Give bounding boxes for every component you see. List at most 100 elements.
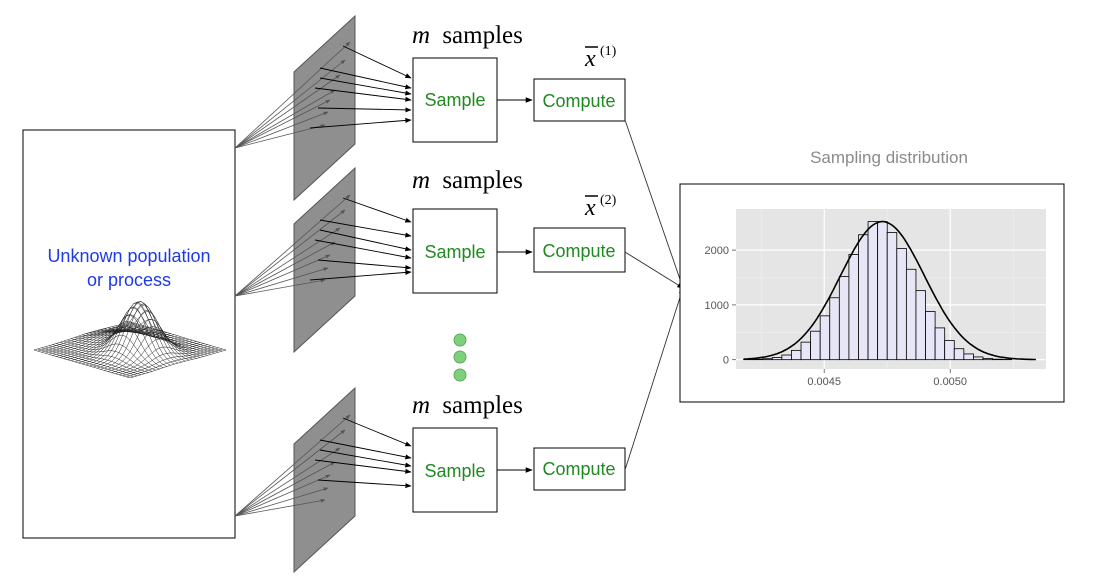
mesh-line	[129, 349, 227, 379]
population-to-panel-line	[234, 429, 346, 517]
mesh-line	[111, 338, 208, 373]
histogram-bar	[963, 353, 974, 361]
mesh-line	[89, 302, 186, 367]
row-1-compute-box	[533, 78, 626, 122]
mesh-line	[74, 306, 171, 366]
histogram-bar	[771, 357, 783, 361]
mesh-line	[59, 342, 156, 371]
histogram-bar	[829, 297, 840, 361]
compute-2-to-chart-arrow	[624, 251, 684, 289]
histogram-bar	[925, 311, 936, 361]
histogram-bar	[858, 234, 869, 361]
population-surface-icon	[33, 301, 227, 379]
sampling-fan-1	[234, 14, 412, 202]
population-to-panel-line	[234, 209, 346, 297]
mesh-line	[100, 309, 197, 370]
mesh-line	[70, 314, 168, 367]
sample-row-1: m samples Sample Compute x (1)	[412, 22, 626, 143]
histogram-bar	[905, 268, 917, 361]
population-label-line2: or process	[87, 270, 171, 290]
row-1-samples-var: m	[412, 22, 430, 49]
row-3-sample-label: Sample	[424, 461, 485, 481]
histogram-bar	[953, 348, 965, 361]
population-to-panel-line	[234, 487, 329, 517]
population-to-panel-line	[234, 474, 331, 517]
panel-to-sample-arrow	[317, 107, 412, 113]
histogram-bar	[944, 340, 955, 361]
population-to-panel-line	[234, 241, 336, 297]
row-1-sample-box	[412, 57, 498, 143]
histogram-bar	[781, 354, 792, 361]
histogram-bar	[973, 356, 984, 361]
mesh-line	[45, 346, 142, 375]
y-tick-label: 2000	[705, 245, 729, 257]
mesh-line	[33, 349, 131, 379]
panel-to-sample-arrow	[314, 459, 412, 474]
compute-3-to-chart-arrow	[624, 287, 684, 471]
population-to-panel-line	[234, 89, 336, 149]
row-3-sample-box	[412, 427, 498, 513]
mesh-line	[107, 329, 204, 372]
population-to-panel-line	[234, 111, 329, 149]
histogram-bar	[886, 232, 898, 361]
row-2-compute-box	[533, 227, 626, 273]
population-to-panel-line	[234, 278, 326, 297]
row-2-compute-label: Compute	[542, 241, 615, 261]
row-3-compute-box	[533, 447, 626, 491]
row-1-sample-label: Sample	[424, 90, 485, 110]
panel-to-sample-arrow	[317, 479, 412, 489]
slanted-sampling-panel	[293, 166, 356, 354]
mesh-line	[93, 301, 190, 368]
sampling-distribution-chart: 0 1000 2000 0.0045 0.0050	[705, 209, 1046, 388]
histogram-bar	[800, 341, 812, 361]
panel-to-sample-arrow	[319, 77, 412, 96]
histogram-bar	[838, 275, 850, 361]
population-to-panel-line	[234, 41, 351, 149]
row-2-samples-word: samples	[442, 167, 523, 194]
mesh-line	[37, 348, 134, 378]
mesh-line	[63, 334, 160, 370]
mesh-line	[104, 318, 201, 371]
panel-to-sample-arrow	[314, 87, 412, 102]
mesh-line	[41, 347, 138, 377]
mesh-line	[78, 301, 175, 365]
panel-to-sample-arrow	[319, 439, 412, 460]
mesh-line	[96, 303, 193, 369]
histogram-bar	[982, 358, 993, 361]
row-2-statistic-base: x	[584, 195, 596, 221]
mesh-line	[122, 347, 219, 377]
panel-to-sample-arrow	[342, 45, 412, 79]
row-3-samples-caption: m samples	[412, 392, 523, 419]
population-to-panel-line	[234, 461, 336, 517]
histogram-bar	[810, 330, 821, 361]
histogram-bar	[848, 254, 859, 361]
population-to-panel-line	[234, 414, 351, 517]
sample-row-2: m samples Sample Compute x (2)	[412, 167, 626, 294]
density-curve	[743, 220, 1036, 361]
histogram-bar	[762, 358, 773, 361]
histogram-bar	[915, 290, 926, 361]
row-2-statistic-superscript: (2)	[600, 193, 617, 208]
row-2-statistic: x (2)	[584, 193, 617, 221]
row-2-sample-label: Sample	[424, 242, 485, 262]
panel-to-sample-arrow	[309, 117, 412, 129]
population-to-panel-line	[234, 447, 341, 517]
converging-arrows	[624, 119, 684, 471]
histogram-bar	[791, 349, 802, 361]
y-tick-label: 1000	[705, 300, 729, 312]
population-to-panel-line	[234, 99, 331, 149]
row-1-statistic: x (1)	[584, 44, 617, 72]
chart-title: Sampling distribution	[810, 148, 968, 167]
panel-to-sample-arrow	[314, 239, 412, 260]
population-to-panel-line	[234, 194, 351, 297]
mesh-line	[126, 348, 223, 378]
y-tick-label: 0	[723, 355, 729, 367]
mesh-line	[56, 343, 153, 372]
row-3-samples-word: samples	[442, 392, 523, 419]
row-1-samples-caption: m samples	[412, 22, 523, 49]
sample-row-3: m samples Sample Compute	[412, 392, 626, 513]
population-to-panel-line	[234, 254, 331, 297]
panel-to-sample-arrow	[317, 259, 412, 271]
sampling-fan-2	[234, 166, 412, 354]
